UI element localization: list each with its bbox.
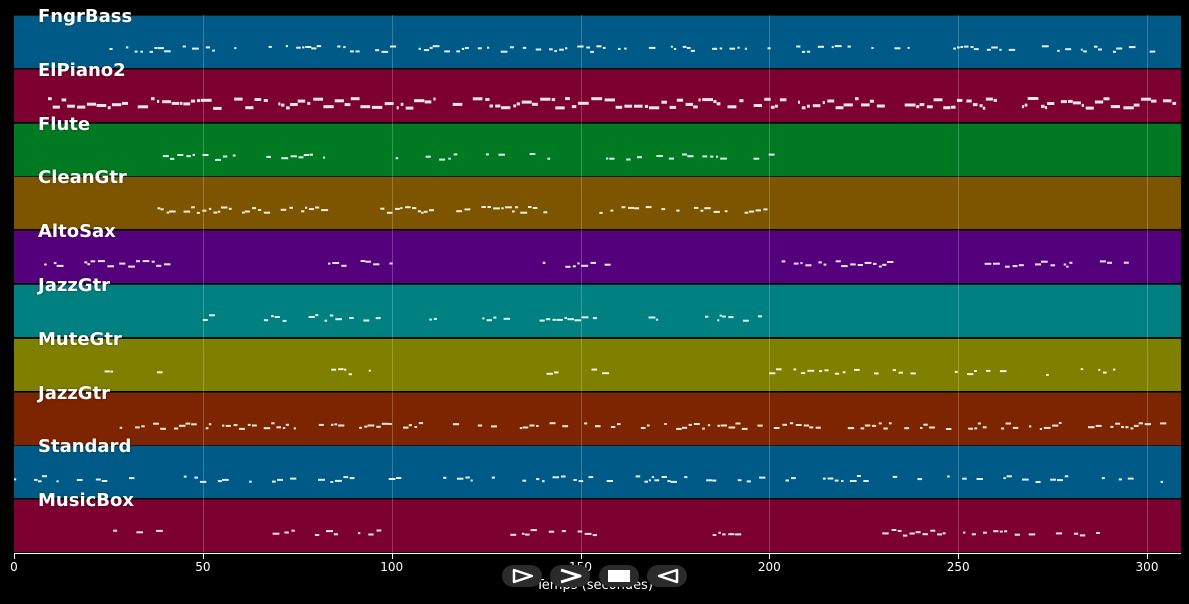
x-tick-label: 100 <box>380 560 404 574</box>
track-notes <box>109 45 1156 53</box>
track-notes <box>162 153 775 161</box>
track-4 <box>14 176 1181 229</box>
x-tick-label: 200 <box>757 560 781 574</box>
play-outline-icon <box>512 568 534 584</box>
track-2 <box>14 69 1181 122</box>
track-notes <box>157 206 768 214</box>
track-9 <box>14 445 1181 498</box>
gridline <box>580 15 582 553</box>
track-notes <box>104 368 1116 376</box>
x-tick <box>391 554 393 559</box>
fast-forward-button[interactable] <box>550 565 590 587</box>
track-8 <box>14 392 1181 445</box>
track-label: JazzGtr <box>38 275 111 296</box>
track-10 <box>14 499 1181 552</box>
piano-roll-tracks <box>14 15 1181 553</box>
track-6 <box>14 284 1181 337</box>
track-label: AltoSax <box>38 221 116 242</box>
track-label: MuteGtr <box>38 329 122 350</box>
track-label: Flute <box>38 114 91 135</box>
x-tick-label: 50 <box>195 560 211 574</box>
rewind-button[interactable] <box>647 565 687 587</box>
track-notes <box>48 97 1177 110</box>
track-notes <box>202 314 763 322</box>
track-notes <box>113 529 1100 537</box>
gridline <box>1147 15 1148 553</box>
stop-icon <box>608 570 630 582</box>
x-tick <box>580 554 582 559</box>
rewind-icon <box>657 568 679 584</box>
track-label: FngrBass <box>38 6 133 27</box>
x-tick <box>769 554 771 559</box>
track-3 <box>14 123 1181 176</box>
track-label: MusicBox <box>38 490 134 511</box>
gridline <box>202 15 204 553</box>
track-5 <box>14 230 1181 283</box>
x-tick-label: 0 <box>10 560 18 574</box>
track-notes <box>44 260 1129 268</box>
x-tick <box>14 554 15 559</box>
x-tick <box>202 554 204 559</box>
x-tick <box>958 554 960 559</box>
x-tick-label: 300 <box>1135 560 1159 574</box>
gridline <box>958 15 960 553</box>
x-axis <box>14 553 1181 554</box>
track-notes <box>14 475 1163 483</box>
fast-forward-icon <box>560 568 582 584</box>
stop-button[interactable] <box>599 565 639 587</box>
x-tick-label: 250 <box>946 560 970 574</box>
track-label: ElPiano2 <box>38 60 126 81</box>
gridline <box>391 15 393 553</box>
play-button[interactable] <box>502 565 542 587</box>
track-label: JazzGtr <box>38 383 111 404</box>
gridline <box>769 15 771 553</box>
track-7 <box>14 338 1181 391</box>
x-tick <box>1147 554 1148 559</box>
track-notes <box>119 422 1167 430</box>
track-1 <box>14 15 1181 68</box>
track-label: Standard <box>38 436 132 457</box>
x-axis-label: Temps (secondes) <box>536 578 653 593</box>
track-label: CleanGtr <box>38 167 127 188</box>
